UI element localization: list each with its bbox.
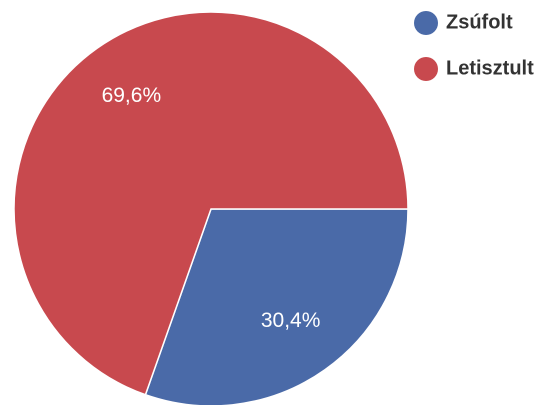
legend-swatch (414, 57, 438, 81)
slice-label: 69,6% (102, 84, 162, 107)
legend-label: Letisztult (446, 57, 534, 79)
legend-swatch (414, 11, 438, 35)
pie-slice (13, 11, 409, 396)
legend-label: Zsúfolt (446, 11, 513, 33)
pie-slice (144, 208, 409, 405)
slice-label: 30,4% (261, 309, 321, 332)
